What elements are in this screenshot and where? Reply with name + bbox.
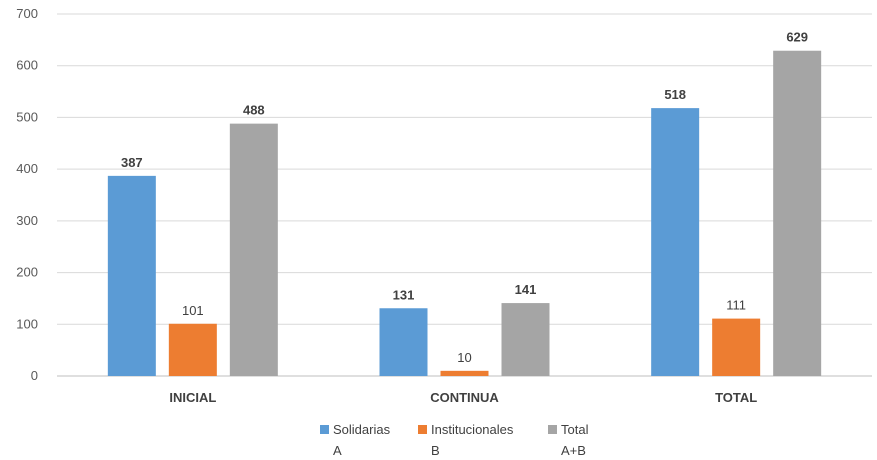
- data-label: 387: [121, 155, 143, 170]
- legend-swatch: [548, 425, 557, 434]
- data-label: 141: [515, 282, 537, 297]
- legend-swatch: [418, 425, 427, 434]
- y-axis: 0 100 200 300 400 500 600 700: [16, 6, 38, 383]
- x-axis: INICIAL CONTINUA TOTAL: [169, 390, 757, 405]
- x-tick-label: TOTAL: [715, 390, 757, 405]
- y-tick-label: 300: [16, 213, 38, 228]
- bar: [440, 370, 489, 376]
- data-label: 518: [664, 87, 686, 102]
- y-tick-label: 400: [16, 161, 38, 176]
- data-label: 101: [182, 303, 204, 318]
- bar: [168, 323, 217, 376]
- legend: Solidarias A Institucionales B Total A+B: [320, 422, 589, 458]
- data-label: 131: [393, 287, 415, 302]
- legend-label: Total: [561, 422, 589, 437]
- bar: [229, 123, 278, 377]
- y-tick-label: 600: [16, 58, 38, 73]
- legend-label: A: [333, 443, 342, 458]
- legend-item: Solidarias A: [320, 422, 391, 458]
- legend-item: Institucionales B: [418, 422, 514, 458]
- bars: [107, 50, 822, 377]
- data-label: 629: [786, 30, 808, 45]
- legend-label: A+B: [561, 443, 586, 458]
- bar: [651, 108, 700, 377]
- bar: [501, 303, 550, 376]
- bar: [712, 318, 761, 376]
- data-label: 111: [726, 298, 746, 313]
- legend-swatch: [320, 425, 329, 434]
- y-tick-label: 100: [16, 316, 38, 331]
- bar: [379, 308, 428, 376]
- data-label: 10: [457, 350, 471, 365]
- x-tick-label: CONTINUA: [430, 390, 499, 405]
- bar: [107, 175, 156, 376]
- legend-label: Institucionales: [431, 422, 514, 437]
- y-tick-label: 500: [16, 109, 38, 124]
- x-tick-label: INICIAL: [169, 390, 216, 405]
- data-label: 488: [243, 103, 265, 118]
- legend-label: Solidarias: [333, 422, 391, 437]
- y-tick-label: 200: [16, 265, 38, 280]
- legend-item: Total A+B: [548, 422, 589, 458]
- y-tick-label: 700: [16, 6, 38, 21]
- y-tick-label: 0: [31, 368, 38, 383]
- bar: [773, 50, 822, 377]
- legend-label: B: [431, 443, 440, 458]
- data-labels: 387 101 488 131 10 141 518 111 629: [121, 30, 808, 365]
